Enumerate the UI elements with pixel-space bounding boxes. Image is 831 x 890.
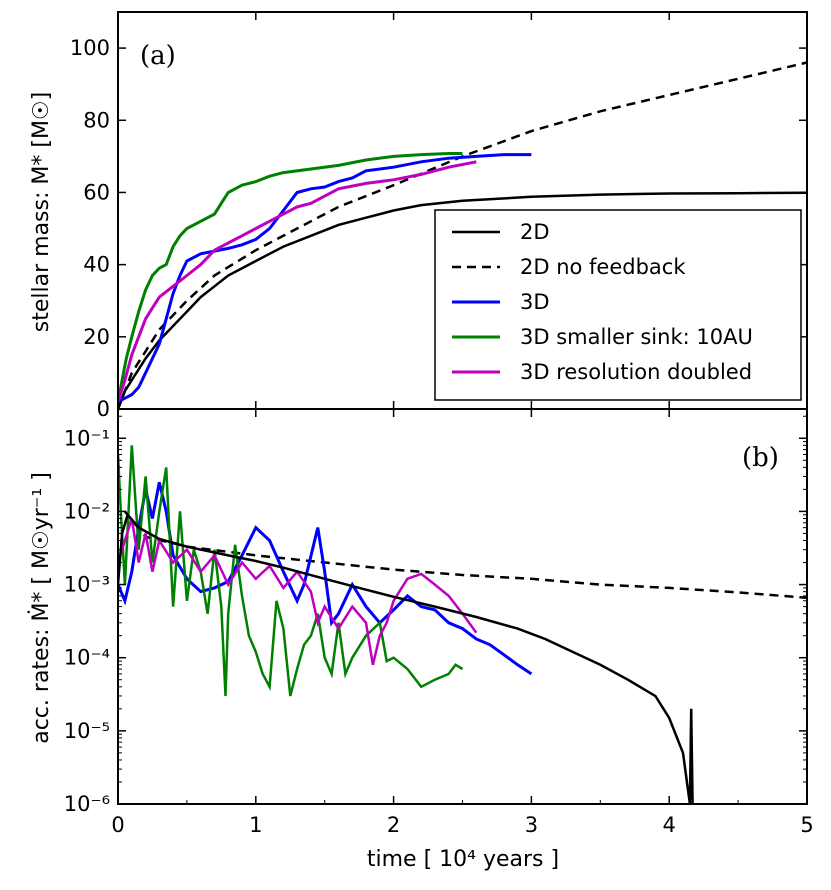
x-tick-label: 3 [525, 813, 538, 837]
legend-label: 3D smaller sink: 10AU [520, 325, 753, 349]
legend-label: 2D [520, 220, 550, 244]
series-line-a-2d [118, 191, 807, 409]
y-tick-label-b: 10⁻⁵ [64, 719, 110, 743]
legend-label: 2D no feedback [520, 255, 686, 279]
legend-label: 3D resolution doubled [520, 360, 752, 384]
panel-b: 10⁻⁶ 10⁻⁵ 10⁻⁴ 10⁻³ 10⁻² 10⁻¹ (b) [64, 408, 808, 816]
y-tick-label-b: 10⁻³ [64, 573, 110, 597]
y-tick-label-b: 10⁻¹ [64, 426, 110, 450]
panel-label-b: (b) [742, 443, 779, 473]
series-line-a-3d-smaller-sink-10au [118, 152, 463, 403]
x-tick-label: 0 [111, 813, 124, 837]
y-tick-label-b: 10⁻⁶ [64, 792, 110, 816]
x-tick-label: 1 [249, 813, 262, 837]
series-line-b-3d-smaller-sink-10au [118, 445, 464, 697]
legend: 2D 2D no feedback 3D 3D smaller sink: 10AU 3… [434, 209, 802, 401]
legend-label: 3D [520, 290, 550, 314]
y-tick-label-a: 100 [70, 36, 110, 60]
legend-box [434, 209, 802, 401]
series-line-b-3d [118, 481, 533, 676]
y-tick-label-a: 80 [83, 108, 110, 132]
x-tick-label: 4 [663, 813, 676, 837]
y-axis-label-b: acc. rates: Ṁ* [ M☉yr⁻¹ ] [28, 472, 54, 744]
y-tick-label-a: 60 [83, 180, 110, 204]
x-axis-label: time [ 10⁴ years ] [367, 847, 559, 872]
series-line-a-3d-resolution-doubled [118, 160, 477, 403]
series-line-a-2d-no-feedback [118, 61, 807, 409]
panel-a: 0 20 40 60 80 100 (a) [70, 11, 808, 421]
panel-label-a: (a) [140, 41, 176, 71]
series-line-b-2d [118, 512, 694, 804]
y-axis-label-a: stellar mass: M* [M☉] [29, 92, 54, 332]
y-tick-label-b: 10⁻⁴ [64, 646, 110, 670]
y-tick-label-a: 20 [83, 325, 110, 349]
y-tick-label-a: 40 [83, 253, 110, 277]
series-line-a-3d [118, 153, 532, 404]
x-tick-label: 5 [800, 813, 813, 837]
x-tick-label: 2 [387, 813, 400, 837]
y-tick-label-a: 0 [97, 397, 110, 421]
y-tick-label-b: 10⁻² [64, 499, 110, 523]
